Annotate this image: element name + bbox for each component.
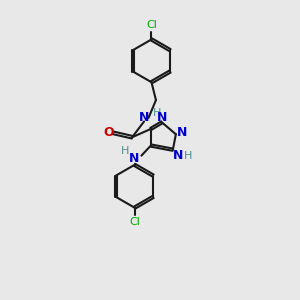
- Text: N: N: [129, 152, 140, 165]
- Text: H: H: [121, 146, 129, 156]
- Text: N: N: [139, 111, 149, 124]
- Text: H: H: [184, 151, 192, 160]
- Text: Cl: Cl: [129, 217, 140, 227]
- Text: O: O: [103, 126, 114, 139]
- Text: N: N: [173, 149, 183, 162]
- Text: H: H: [153, 108, 161, 118]
- Text: N: N: [157, 111, 167, 124]
- Text: N: N: [177, 126, 187, 139]
- Text: Cl: Cl: [146, 20, 157, 30]
